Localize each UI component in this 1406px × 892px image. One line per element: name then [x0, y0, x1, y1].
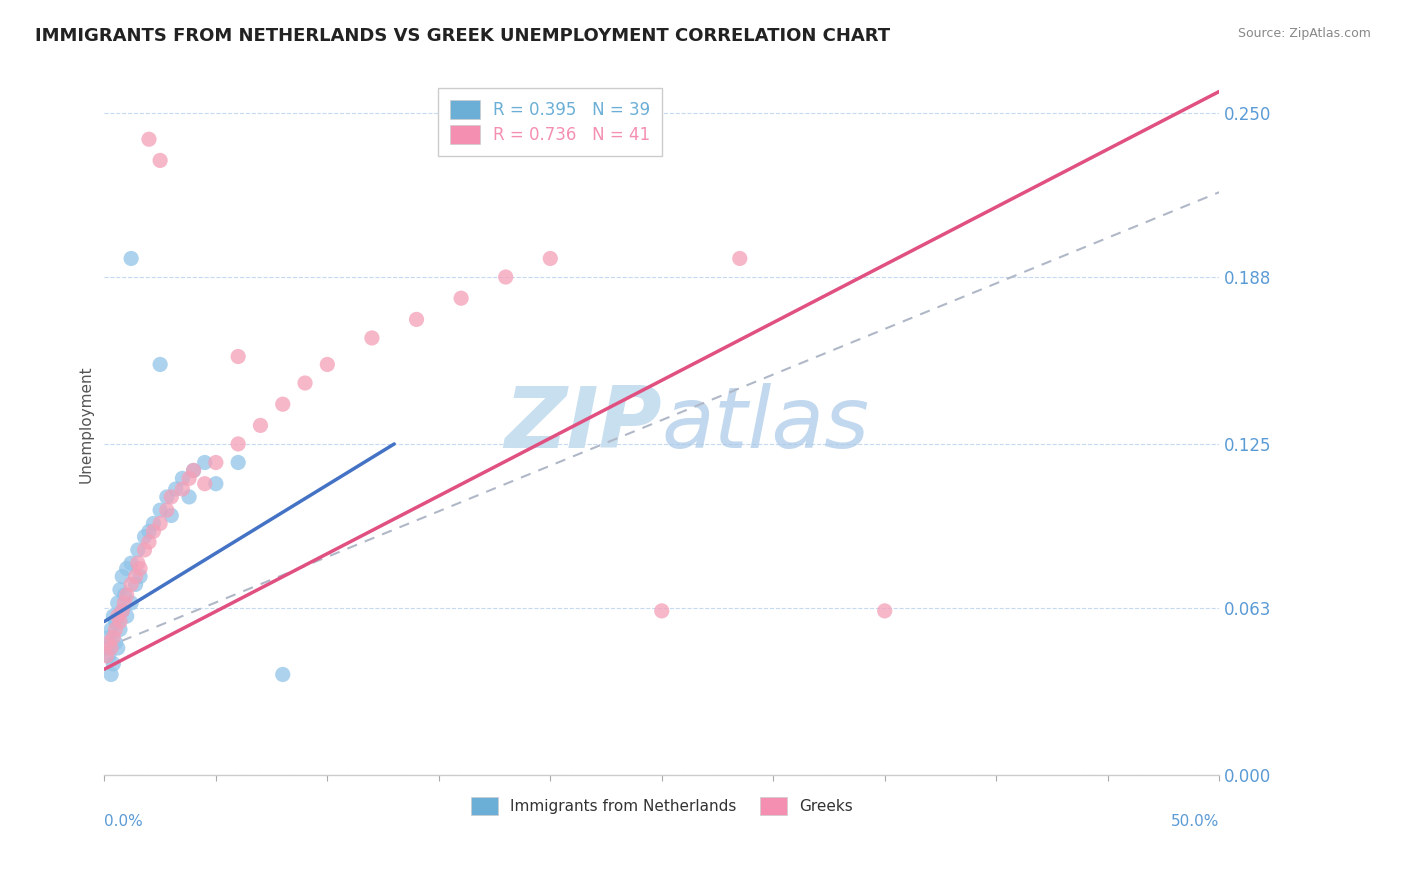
- Point: [96, 640, 118, 655]
- Point: [183, 463, 205, 477]
- Point: [316, 358, 339, 372]
- Point: [108, 615, 131, 629]
- Point: [115, 588, 138, 602]
- Point: [873, 604, 896, 618]
- Point: [226, 350, 249, 364]
- Point: [156, 490, 179, 504]
- Point: [183, 463, 205, 477]
- Point: [127, 543, 149, 558]
- Point: [111, 569, 134, 583]
- Point: [450, 291, 472, 305]
- Point: [271, 397, 294, 411]
- Point: [108, 582, 131, 597]
- Point: [149, 516, 172, 531]
- Text: 0.0%: 0.0%: [104, 814, 143, 829]
- Point: [271, 667, 294, 681]
- Point: [149, 153, 172, 168]
- Point: [134, 543, 156, 558]
- Point: [111, 604, 134, 618]
- Point: [115, 609, 138, 624]
- Point: [129, 561, 152, 575]
- Point: [115, 561, 138, 575]
- Text: Source: ZipAtlas.com: Source: ZipAtlas.com: [1237, 27, 1371, 40]
- Point: [97, 648, 120, 663]
- Point: [205, 455, 228, 469]
- Text: 50.0%: 50.0%: [1171, 814, 1219, 829]
- Point: [134, 530, 156, 544]
- Point: [160, 490, 183, 504]
- Point: [156, 503, 179, 517]
- Point: [120, 596, 142, 610]
- Point: [124, 569, 146, 583]
- Point: [138, 535, 160, 549]
- Point: [226, 437, 249, 451]
- Point: [495, 270, 517, 285]
- Point: [120, 556, 142, 570]
- Point: [108, 623, 131, 637]
- Text: atlas: atlas: [662, 383, 870, 466]
- Point: [177, 471, 200, 485]
- Point: [96, 648, 118, 663]
- Point: [120, 252, 142, 266]
- Point: [205, 476, 228, 491]
- Point: [107, 609, 129, 624]
- Point: [194, 455, 217, 469]
- Point: [107, 640, 129, 655]
- Point: [538, 252, 561, 266]
- Point: [142, 524, 165, 539]
- Point: [149, 358, 172, 372]
- Point: [103, 631, 125, 645]
- Point: [114, 588, 136, 602]
- Point: [120, 577, 142, 591]
- Point: [104, 635, 127, 649]
- Point: [249, 418, 271, 433]
- Point: [172, 482, 194, 496]
- Point: [138, 524, 160, 539]
- Text: IMMIGRANTS FROM NETHERLANDS VS GREEK UNEMPLOYMENT CORRELATION CHART: IMMIGRANTS FROM NETHERLANDS VS GREEK UNE…: [35, 27, 890, 45]
- Point: [100, 667, 122, 681]
- Text: ZIP: ZIP: [505, 383, 662, 466]
- Point: [226, 455, 249, 469]
- Point: [172, 471, 194, 485]
- Point: [124, 577, 146, 591]
- Point: [104, 623, 127, 637]
- Point: [138, 132, 160, 146]
- Point: [129, 569, 152, 583]
- Point: [177, 490, 200, 504]
- Point: [114, 596, 136, 610]
- Point: [97, 631, 120, 645]
- Point: [100, 640, 122, 655]
- Point: [361, 331, 384, 345]
- Point: [97, 635, 120, 649]
- Point: [103, 609, 125, 624]
- Y-axis label: Unemployment: Unemployment: [79, 365, 93, 483]
- Point: [651, 604, 673, 618]
- Point: [294, 376, 316, 390]
- Legend: Immigrants from Netherlands, Greeks: Immigrants from Netherlands, Greeks: [461, 788, 862, 823]
- Point: [100, 623, 122, 637]
- Point: [104, 615, 127, 629]
- Point: [728, 252, 751, 266]
- Point: [111, 604, 134, 618]
- Point: [194, 476, 217, 491]
- Point: [160, 508, 183, 523]
- Point: [127, 556, 149, 570]
- Point: [142, 516, 165, 531]
- Point: [103, 657, 125, 671]
- Point: [149, 503, 172, 517]
- Point: [107, 596, 129, 610]
- Point: [405, 312, 427, 326]
- Point: [165, 482, 187, 496]
